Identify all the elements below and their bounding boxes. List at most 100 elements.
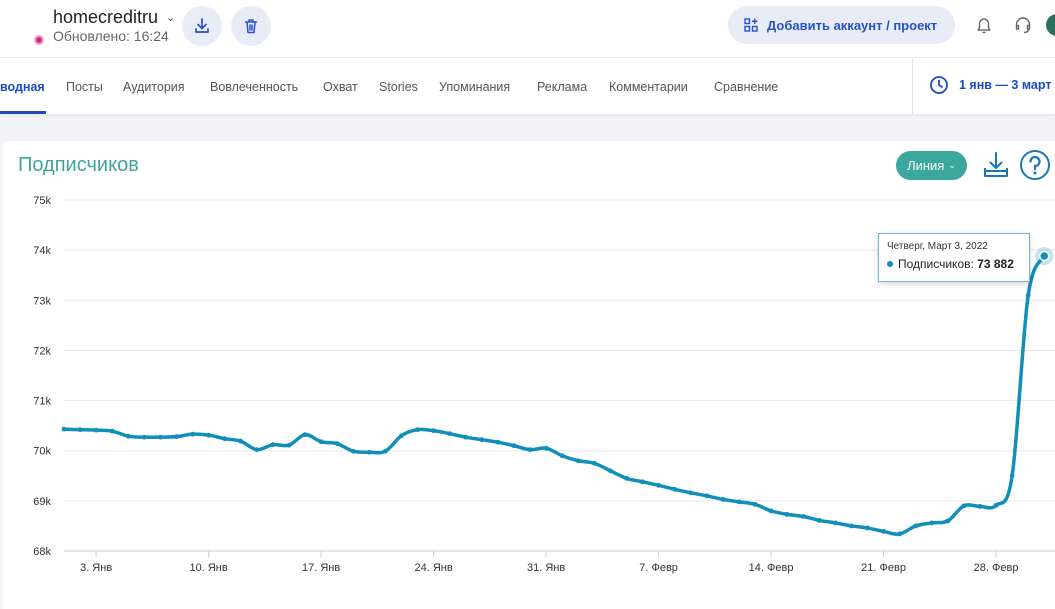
data-point[interactable] (913, 523, 919, 529)
data-point[interactable] (607, 468, 613, 474)
data-point[interactable] (849, 523, 854, 529)
tab-posts[interactable]: Посты (66, 80, 103, 94)
data-point[interactable] (575, 458, 581, 464)
tab-engagement[interactable]: Вовлеченность (210, 80, 299, 94)
data-point[interactable] (495, 439, 501, 445)
series-marker (887, 261, 893, 267)
data-point[interactable] (286, 442, 292, 448)
data-point[interactable] (61, 426, 67, 432)
data-point[interactable] (77, 427, 83, 433)
data-point[interactable] (688, 490, 694, 496)
top-header: homecreditru ⌄ Обновлено: 16:24 Добавить… (0, 0, 1055, 58)
data-point[interactable] (752, 501, 758, 507)
data-point[interactable] (929, 520, 935, 526)
clock-icon (930, 76, 948, 94)
data-point[interactable] (768, 508, 774, 514)
data-point[interactable] (559, 453, 565, 459)
question-icon (1020, 150, 1050, 180)
data-point[interactable] (993, 502, 999, 508)
data-point[interactable] (318, 439, 324, 445)
data-point[interactable] (961, 503, 967, 509)
series-line (62, 254, 1047, 536)
data-point[interactable] (383, 448, 388, 454)
date-range-picker[interactable]: 1 янв — 3 март (929, 75, 1051, 95)
data-point[interactable] (543, 445, 549, 451)
x-tick-label: 24. Янв (415, 562, 453, 574)
data-point[interactable] (816, 518, 822, 523)
data-point[interactable] (624, 475, 629, 481)
data-point[interactable] (977, 503, 983, 509)
data-point[interactable] (704, 493, 710, 499)
headset-icon (1015, 17, 1031, 34)
data-point[interactable] (431, 428, 437, 434)
data-point[interactable] (270, 442, 276, 448)
tab-stories[interactable]: Stories (379, 80, 418, 94)
data-point[interactable] (366, 449, 372, 455)
x-tick-label: 10. Янв (190, 562, 228, 574)
data-point[interactable] (415, 427, 420, 433)
tooltip-value: 73 882 (977, 257, 1014, 271)
data-point[interactable] (832, 520, 838, 526)
data-point[interactable] (350, 448, 356, 454)
delete-button[interactable] (231, 6, 271, 46)
tooltip-row: Подписчиков: 73 882 (887, 257, 1021, 271)
avatar[interactable] (1046, 14, 1055, 36)
y-tick-label: 68k (33, 546, 51, 558)
add-account-label: Добавить аккаунт / проект (767, 17, 938, 33)
notifications-button[interactable] (971, 12, 997, 38)
chart-type-dropdown[interactable]: Линия ⌄ (896, 151, 967, 180)
tab-comments[interactable]: Комментарии (609, 80, 688, 94)
data-point[interactable] (238, 438, 244, 444)
data-point[interactable] (93, 427, 99, 433)
data-point[interactable] (463, 434, 469, 440)
help-button[interactable] (1019, 149, 1051, 181)
data-point[interactable] (141, 434, 147, 440)
data-point[interactable] (190, 431, 195, 437)
tab-audience[interactable]: Аудитория (123, 80, 185, 94)
tab-ads[interactable]: Реклама (537, 80, 588, 94)
data-point[interactable] (720, 496, 726, 502)
chevron-down-icon[interactable]: ⌄ (166, 12, 176, 24)
export-button[interactable] (980, 149, 1012, 181)
data-point[interactable] (511, 443, 517, 449)
data-point[interactable] (784, 511, 790, 517)
data-point[interactable] (897, 531, 903, 537)
x-tick-label: 17. Янв (302, 562, 340, 574)
account-name[interactable]: homecreditru (53, 7, 159, 27)
y-tick-label: 72k (33, 345, 51, 357)
data-point[interactable] (1039, 250, 1050, 262)
data-point[interactable] (672, 486, 678, 492)
tab-reach[interactable]: Охват (323, 80, 358, 94)
data-point[interactable] (158, 434, 163, 440)
tab-compare[interactable]: Сравнение (714, 80, 779, 94)
data-point[interactable] (206, 432, 212, 438)
data-point[interactable] (447, 431, 453, 437)
x-tick-label: 3. Янв (80, 562, 112, 574)
data-point[interactable] (254, 447, 260, 453)
data-point[interactable] (656, 482, 661, 488)
data-point[interactable] (527, 447, 533, 453)
data-point[interactable] (945, 518, 951, 524)
support-button[interactable] (1010, 12, 1036, 38)
data-point[interactable] (736, 499, 742, 505)
data-point[interactable] (174, 434, 179, 440)
data-point[interactable] (1025, 292, 1031, 298)
download-button[interactable] (182, 6, 222, 46)
data-point[interactable] (334, 441, 340, 447)
data-point[interactable] (1009, 473, 1015, 479)
data-point[interactable] (591, 460, 597, 466)
add-account-button[interactable]: Добавить аккаунт / проект (728, 6, 955, 44)
data-point[interactable] (640, 479, 645, 485)
data-point[interactable] (302, 432, 308, 438)
x-tick-label: 31. Янв (527, 562, 565, 574)
tab-summary[interactable]: водная (0, 80, 45, 94)
data-point[interactable] (479, 437, 485, 443)
tab-mentions[interactable]: Упоминания (439, 80, 511, 94)
data-point[interactable] (125, 433, 131, 439)
data-point[interactable] (800, 514, 806, 519)
data-point[interactable] (222, 436, 228, 442)
data-point[interactable] (881, 529, 886, 534)
data-point[interactable] (865, 525, 870, 531)
data-point[interactable] (399, 433, 404, 439)
data-point[interactable] (109, 428, 115, 434)
